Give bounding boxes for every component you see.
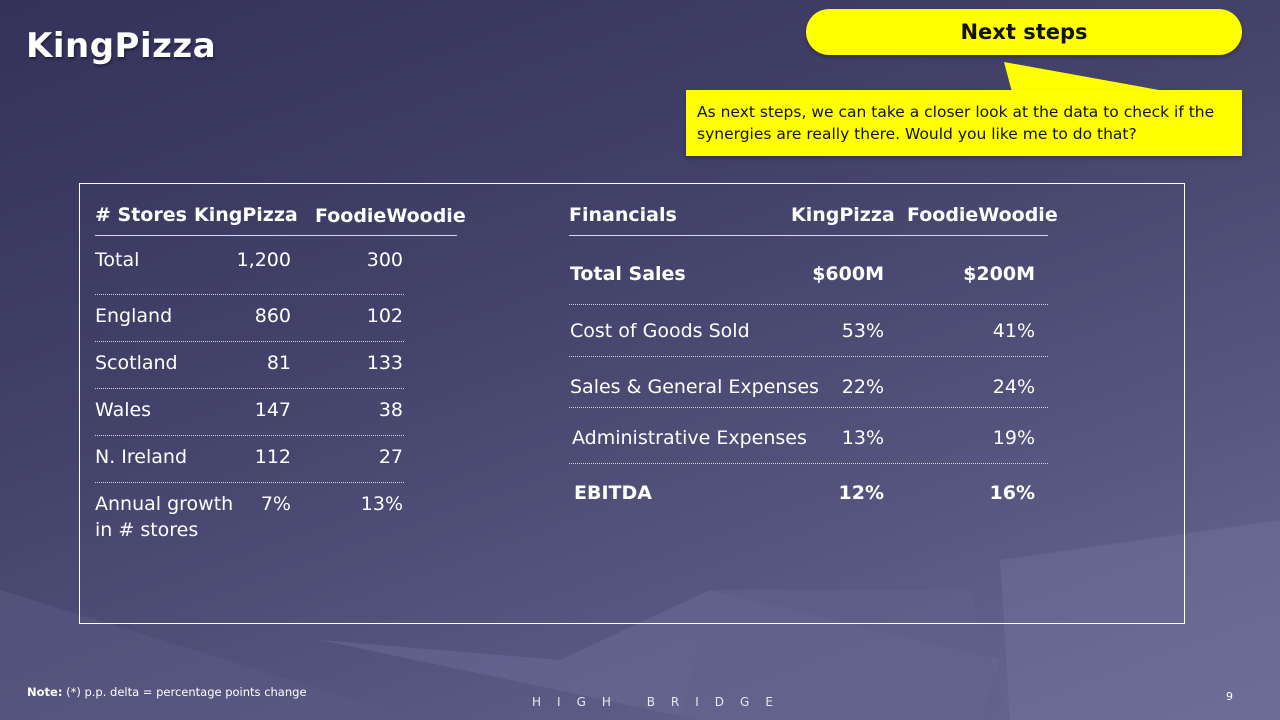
stores-row-foodiewoodie: 300 (366, 249, 403, 271)
financials-header-divider (569, 235, 1048, 236)
financials-row-kingpizza: 13% (841, 427, 884, 449)
next-steps-button[interactable]: Next steps (806, 9, 1242, 55)
stores-row-kingpizza: 112 (254, 446, 291, 468)
financials-row-foodiewoodie: 16% (989, 482, 1035, 504)
row-divider (569, 407, 1048, 408)
stores-row-label: England (95, 305, 173, 327)
stores-row-kingpizza: 1,200 (236, 249, 291, 271)
stores-header-divider (95, 235, 457, 236)
brand-wordmark: HIGH BRIDGE (532, 695, 789, 709)
financials-row-kingpizza: 53% (841, 320, 884, 342)
financials-row-label: Cost of Goods Sold (570, 320, 750, 342)
stores-row-label: Annual growth (95, 493, 234, 515)
footnote-label: Note: (27, 685, 63, 699)
stores-row-kingpizza: 7% (260, 493, 291, 515)
stores-row-label: N. Ireland (95, 446, 188, 468)
financials-row-foodiewoodie: 19% (992, 427, 1035, 449)
financials-row-kingpizza: 22% (841, 376, 884, 398)
stores-header-foodiewoodie: FoodieWoodie (315, 205, 466, 227)
stores-row-foodiewoodie: 38 (378, 399, 403, 421)
financials-header-foodiewoodie: FoodieWoodie (907, 204, 1058, 226)
row-divider (95, 388, 404, 389)
stores-row-label: Wales (95, 399, 152, 421)
row-divider (95, 482, 404, 483)
stores-row-kingpizza: 147 (254, 399, 291, 421)
financials-row-kingpizza: 12% (838, 482, 884, 504)
financials-header-kingpizza: KingPizza (791, 204, 895, 226)
financials-row-foodiewoodie: $200M (963, 263, 1035, 285)
financials-row-foodiewoodie: 24% (992, 376, 1035, 398)
stores-row-foodiewoodie: 102 (366, 305, 403, 327)
row-divider (95, 435, 404, 436)
stores-row-label: Scotland (95, 352, 178, 374)
stores-row-kingpizza: 860 (254, 305, 291, 327)
page-number: 9 (1226, 690, 1233, 703)
data-panel: # Stores KingPizza FoodieWoodie Total 1,… (79, 183, 1185, 624)
row-divider (95, 294, 404, 295)
financials-row-foodiewoodie: 41% (992, 320, 1035, 342)
stores-row-label-line2: in # stores (95, 519, 199, 541)
row-divider (95, 341, 404, 342)
footnote-text: (*) p.p. delta = percentage points chang… (62, 685, 307, 699)
financials-row-label: Total Sales (570, 263, 686, 285)
financials-row-label: Administrative Expenses (572, 427, 807, 449)
page-title: KingPizza (26, 26, 217, 66)
stores-row-kingpizza: 81 (266, 352, 291, 374)
financials-header-label: Financials (569, 204, 677, 226)
stores-row-label: Total (95, 249, 140, 271)
financials-row-label: EBITDA (574, 482, 652, 504)
next-steps-callout: As next steps, we can take a closer look… (686, 90, 1242, 156)
row-divider (569, 463, 1048, 464)
row-divider (569, 304, 1048, 305)
footnote: Note: (*) p.p. delta = percentage points… (27, 685, 307, 699)
row-divider (569, 356, 1048, 357)
stores-row-foodiewoodie: 133 (366, 352, 403, 374)
financials-row-label: Sales & General Expenses (570, 376, 819, 398)
stores-row-foodiewoodie: 27 (378, 446, 403, 468)
stores-header-label: # Stores (95, 204, 187, 226)
stores-row-foodiewoodie: 13% (360, 493, 403, 515)
stores-header-kingpizza: KingPizza (194, 204, 298, 226)
financials-row-kingpizza: $600M (812, 263, 884, 285)
